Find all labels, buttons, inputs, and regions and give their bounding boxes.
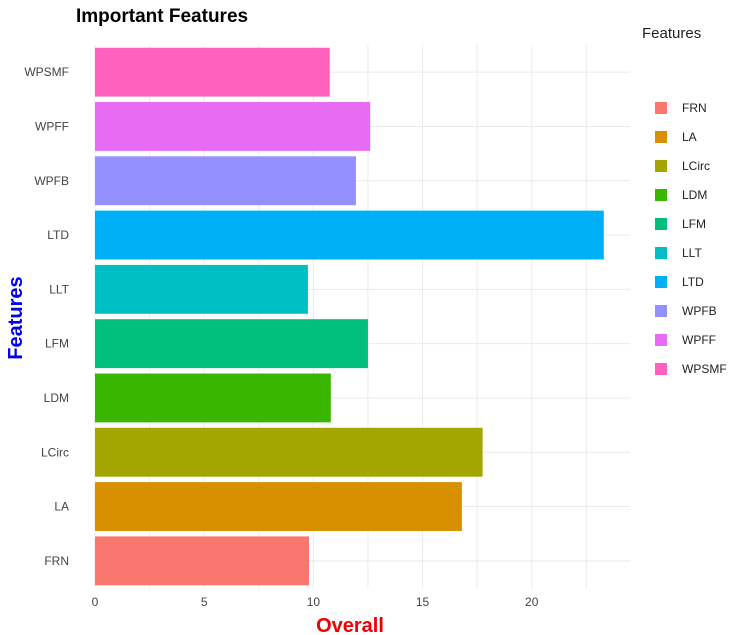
legend-label-la: LA (682, 130, 697, 144)
y-tick-label: WPFB (34, 174, 69, 188)
legend-label-ltd: LTD (682, 275, 704, 289)
x-tick-label: 20 (525, 595, 539, 609)
y-tick-label: LA (54, 500, 69, 514)
bar-ltd (95, 210, 604, 260)
y-tick-labels: FRN LA LCirc LDM LFM LLT LTD WPFB WPFF WPSMF (24, 65, 69, 568)
x-tick-labels: 0 5 10 15 20 (92, 595, 539, 609)
y-tick-label: LFM (45, 337, 69, 351)
bar-la (95, 482, 462, 531)
legend-label-lcirc: LCirc (682, 159, 710, 173)
legend-swatch-frn (655, 102, 667, 114)
bar-wpsmf (95, 47, 330, 97)
legend-swatch-ldm (655, 189, 667, 201)
y-tick-label: LCirc (41, 445, 69, 459)
legend-label-wpfb: WPFB (682, 304, 717, 318)
x-axis-label: Overall (316, 615, 384, 635)
bar-lcirc (95, 427, 483, 477)
legend: Features FRN LA LCirc LDM LFM LLT LTD WPFB WPFF W… (642, 25, 727, 376)
x-tick-label: 15 (416, 595, 430, 609)
legend-label-llt: LLT (682, 246, 702, 260)
y-tick-label: LLT (49, 282, 69, 296)
bar-frn (95, 536, 309, 586)
legend-swatch-llt (655, 247, 667, 259)
legend-label-lfm: LFM (682, 217, 706, 231)
legend-label-wpsmf: WPSMF (682, 362, 727, 376)
y-axis-label: Features (5, 276, 27, 359)
legend-swatch-wpff (655, 334, 667, 346)
legend-swatch-la (655, 131, 667, 143)
x-tick-label: 0 (92, 595, 99, 609)
legend-swatch-wpsmf (655, 363, 667, 375)
x-tick-label: 10 (307, 595, 321, 609)
legend-swatch-lfm (655, 218, 667, 230)
y-tick-label: LDM (44, 391, 69, 405)
bar-wpff (95, 102, 371, 151)
legend-title: Features (642, 25, 701, 42)
y-tick-label: LTD (47, 228, 69, 242)
x-tick-label: 5 (201, 595, 208, 609)
y-tick-label: FRN (44, 554, 69, 568)
bar-lfm (95, 319, 368, 369)
bar-ldm (95, 373, 331, 423)
bar-llt (95, 264, 308, 314)
bar-wpfb (95, 156, 356, 206)
legend-label-wpff: WPFF (682, 333, 716, 347)
legend-label-ldm: LDM (682, 188, 707, 202)
y-tick-label: WPFF (35, 119, 69, 133)
bars (95, 47, 604, 586)
legend-label-frn: FRN (682, 101, 707, 115)
legend-swatch-wpfb (655, 305, 667, 317)
chart-title: Important Features (76, 6, 248, 27)
y-tick-label: WPSMF (24, 65, 69, 79)
legend-swatch-ltd (655, 276, 667, 288)
legend-swatch-lcirc (655, 160, 667, 172)
